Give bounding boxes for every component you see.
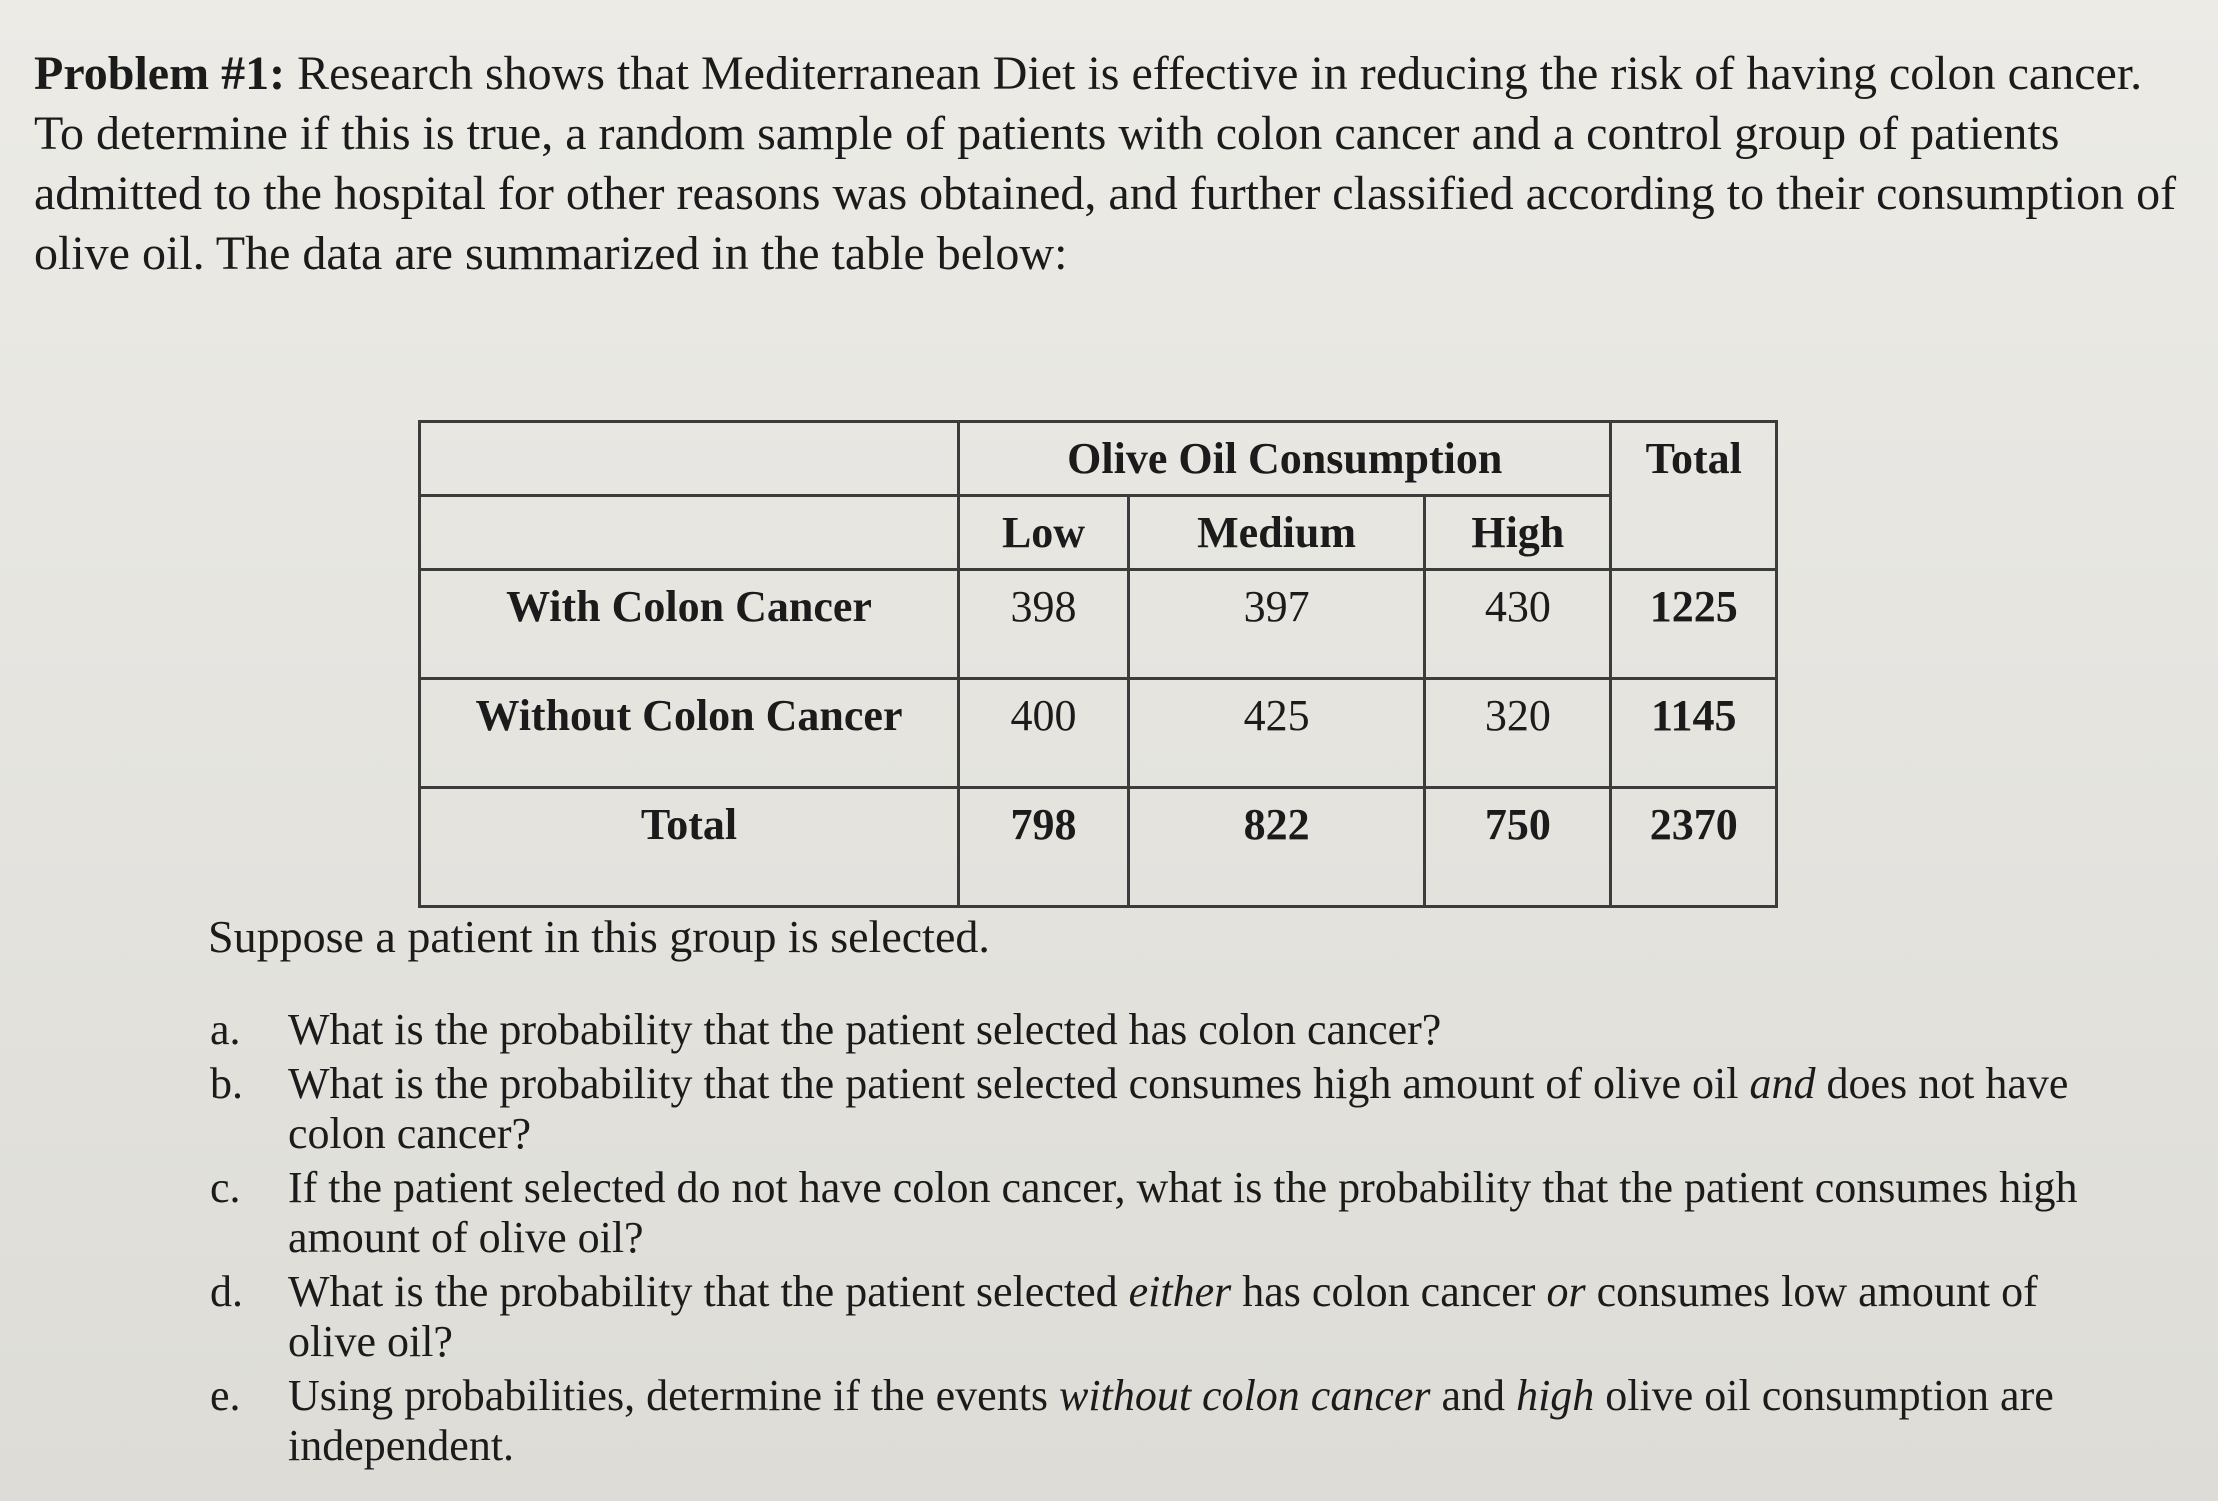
cell-total-low: 798 <box>956 786 1131 908</box>
table-row: With Colon Cancer 398 397 430 1225 <box>418 568 1778 680</box>
table-row: Total 798 822 750 2370 <box>418 786 1778 908</box>
question-b-emphasis: and <box>1749 1059 1816 1108</box>
problem-label: Problem #1: <box>34 47 286 100</box>
cell-total-high: 750 <box>1423 786 1613 908</box>
question-text: If the patient selected do not have colo… <box>288 1163 2110 1263</box>
problem-statement: Problem #1: Research shows that Mediterr… <box>34 44 2194 284</box>
table-subheader-row: Low Medium High <box>418 494 1777 571</box>
question-letter: c. <box>210 1163 241 1212</box>
question-text: What is the probability that the patient… <box>288 1267 2110 1367</box>
olive-oil-header: Olive Oil Consumption <box>956 420 1613 497</box>
cell-with-high: 430 <box>1423 568 1613 680</box>
question-letter: e. <box>210 1371 241 1420</box>
col-header-high: High <box>1423 494 1613 571</box>
list-item: e. Using probabilities, determine if the… <box>210 1371 2110 1471</box>
corner-cell-2 <box>418 494 960 571</box>
cell-without-total: 1145 <box>1609 677 1778 789</box>
question-b-text-2: does not have colon cancer? <box>288 1059 2069 1158</box>
question-letter: b. <box>210 1059 243 1108</box>
question-letter: d. <box>210 1267 243 1316</box>
problem-intro-text: Research shows that Mediterranean Diet i… <box>34 47 2177 280</box>
col-header-medium: Medium <box>1127 494 1427 571</box>
contingency-table: Olive Oil Consumption Total Low Medium H… <box>418 420 1778 908</box>
row-label-with-cancer: With Colon Cancer <box>418 568 960 680</box>
table-row: Without Colon Cancer 400 425 320 1145 <box>418 677 1778 789</box>
question-e-text-3: olive oil consumption are independent. <box>288 1371 2054 1470</box>
question-d-text-3: consumes low amount of olive oil? <box>288 1267 2038 1366</box>
selection-prompt: Suppose a patient in this group is selec… <box>208 911 990 962</box>
col-header-low: Low <box>956 494 1131 571</box>
list-item: d. What is the probability that the pati… <box>210 1267 2110 1367</box>
cell-without-medium: 425 <box>1127 677 1427 789</box>
question-e-text-1: Using probabilities, determine if the ev… <box>288 1371 1060 1420</box>
cell-with-medium: 397 <box>1127 568 1427 680</box>
question-d-text-2: has colon cancer <box>1231 1267 1547 1316</box>
cell-with-low: 398 <box>956 568 1131 680</box>
question-e-emphasis-without: without colon cancer <box>1059 1371 1431 1420</box>
table-header-row: Olive Oil Consumption Total <box>418 420 1778 571</box>
question-text: Using probabilities, determine if the ev… <box>288 1371 2110 1471</box>
cell-without-high: 320 <box>1423 677 1613 789</box>
question-text: What is the probability that the patient… <box>288 1059 2110 1159</box>
list-item: a. What is the probability that the pati… <box>210 1005 2110 1055</box>
total-header: Total <box>1609 420 1778 571</box>
question-list: a. What is the probability that the pati… <box>210 1005 2110 1475</box>
question-b-text-1: What is the probability that the patient… <box>288 1059 1750 1108</box>
corner-cell <box>418 420 960 497</box>
list-item: c. If the patient selected do not have c… <box>210 1163 2110 1263</box>
question-letter: a. <box>210 1005 241 1054</box>
question-a-text: What is the probability that the patient… <box>288 1005 1442 1054</box>
question-d-text-1: What is the probability that the patient… <box>288 1267 1129 1316</box>
question-text: What is the probability that the patient… <box>288 1005 2110 1055</box>
question-e-emphasis-high: high <box>1516 1371 1595 1420</box>
row-label-total: Total <box>418 786 960 908</box>
cell-without-low: 400 <box>956 677 1131 789</box>
question-d-emphasis-or: or <box>1546 1267 1586 1316</box>
question-d-emphasis-either: either <box>1128 1267 1232 1316</box>
row-label-without-cancer: Without Colon Cancer <box>418 677 960 789</box>
question-c-text: If the patient selected do not have colo… <box>288 1163 2078 1262</box>
cell-with-total: 1225 <box>1609 568 1778 680</box>
cell-total-medium: 822 <box>1127 786 1427 908</box>
question-e-text-2: and <box>1430 1371 1517 1420</box>
cell-grand-total: 2370 <box>1609 786 1778 908</box>
list-item: b. What is the probability that the pati… <box>210 1059 2110 1159</box>
